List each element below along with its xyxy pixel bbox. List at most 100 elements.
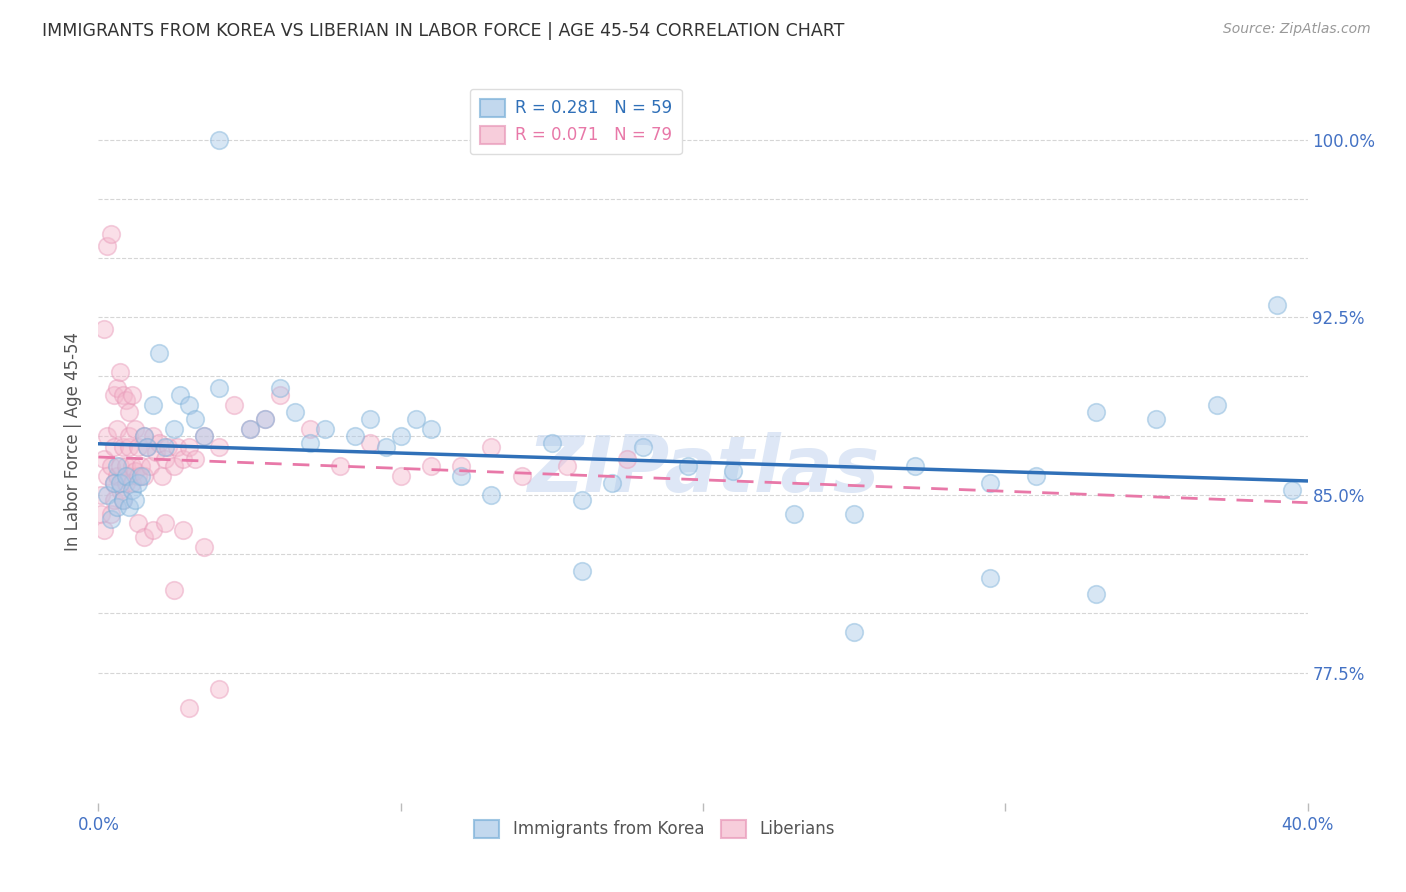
Immigrants from Korea	[571, 492, 593, 507]
Liberians	[135, 441, 157, 455]
Immigrants from Korea	[602, 475, 624, 490]
Legend: Immigrants from Korea, Liberians: Immigrants from Korea, Liberians	[468, 813, 841, 845]
Immigrants from Korea	[405, 412, 427, 426]
Liberians	[118, 469, 141, 483]
Liberians	[163, 459, 186, 474]
Immigrants from Korea	[103, 475, 125, 490]
Immigrants from Korea	[111, 492, 134, 507]
Liberians	[111, 388, 134, 402]
Immigrants from Korea	[184, 412, 207, 426]
Liberians	[100, 227, 122, 242]
Liberians	[93, 524, 115, 538]
Liberians	[299, 421, 322, 435]
Liberians	[103, 388, 125, 402]
Immigrants from Korea	[314, 421, 336, 435]
Liberians	[103, 441, 125, 455]
Liberians	[111, 492, 134, 507]
Liberians	[208, 682, 231, 697]
Liberians	[108, 365, 131, 379]
Liberians	[127, 441, 149, 455]
Immigrants from Korea	[481, 488, 503, 502]
Immigrants from Korea	[208, 381, 231, 395]
Liberians	[111, 441, 134, 455]
Immigrants from Korea	[979, 571, 1001, 585]
Immigrants from Korea	[105, 500, 128, 514]
Liberians	[108, 459, 131, 474]
Liberians	[193, 428, 215, 442]
Immigrants from Korea	[844, 507, 866, 521]
Liberians	[121, 475, 143, 490]
Immigrants from Korea	[100, 511, 122, 525]
Liberians	[166, 441, 188, 455]
Liberians	[100, 459, 122, 474]
Liberians	[179, 441, 201, 455]
Liberians	[253, 412, 276, 426]
Liberians	[193, 540, 215, 554]
Immigrants from Korea	[783, 507, 806, 521]
Immigrants from Korea	[389, 428, 412, 442]
Immigrants from Korea	[1144, 412, 1167, 426]
Liberians	[172, 452, 194, 467]
Liberians	[121, 459, 143, 474]
Immigrants from Korea	[96, 488, 118, 502]
Liberians	[184, 452, 207, 467]
Liberians	[153, 452, 176, 467]
Liberians	[129, 459, 152, 474]
Immigrants from Korea	[360, 412, 382, 426]
Liberians	[100, 507, 122, 521]
Immigrants from Korea	[299, 435, 322, 450]
Liberians	[103, 475, 125, 490]
Immigrants from Korea	[124, 492, 146, 507]
Liberians	[142, 428, 165, 442]
Liberians	[105, 421, 128, 435]
Liberians	[118, 428, 141, 442]
Immigrants from Korea	[253, 412, 276, 426]
Liberians	[360, 435, 382, 450]
Liberians	[163, 582, 186, 597]
Immigrants from Korea	[1281, 483, 1303, 497]
Liberians	[114, 459, 136, 474]
Liberians	[96, 428, 118, 442]
Immigrants from Korea	[142, 398, 165, 412]
Liberians	[150, 469, 173, 483]
Liberians	[329, 459, 352, 474]
Liberians	[105, 381, 128, 395]
Liberians	[124, 421, 146, 435]
Liberians	[139, 459, 162, 474]
Liberians	[132, 469, 155, 483]
Liberians	[616, 452, 638, 467]
Liberians	[142, 524, 165, 538]
Liberians	[96, 469, 118, 483]
Liberians	[145, 445, 167, 459]
Text: ZIPatlas: ZIPatlas	[527, 433, 879, 508]
Immigrants from Korea	[571, 564, 593, 578]
Immigrants from Korea	[208, 132, 231, 146]
Immigrants from Korea	[1206, 398, 1229, 412]
Immigrants from Korea	[979, 475, 1001, 490]
Liberians	[179, 701, 201, 715]
Immigrants from Korea	[132, 428, 155, 442]
Immigrants from Korea	[269, 381, 291, 395]
Liberians	[118, 441, 141, 455]
Immigrants from Korea	[374, 441, 396, 455]
Liberians	[114, 475, 136, 490]
Liberians	[389, 469, 412, 483]
Liberians	[239, 421, 262, 435]
Liberians	[90, 488, 112, 502]
Immigrants from Korea	[631, 441, 654, 455]
Liberians	[108, 483, 131, 497]
Text: Source: ZipAtlas.com: Source: ZipAtlas.com	[1223, 22, 1371, 37]
Text: IMMIGRANTS FROM KOREA VS LIBERIAN IN LABOR FORCE | AGE 45-54 CORRELATION CHART: IMMIGRANTS FROM KOREA VS LIBERIAN IN LAB…	[42, 22, 845, 40]
Liberians	[450, 459, 472, 474]
Immigrants from Korea	[284, 405, 307, 419]
Liberians	[224, 398, 246, 412]
Liberians	[124, 464, 146, 478]
Immigrants from Korea	[420, 421, 443, 435]
Liberians	[132, 531, 155, 545]
Liberians	[510, 469, 533, 483]
Liberians	[208, 441, 231, 455]
Immigrants from Korea	[121, 483, 143, 497]
Immigrants from Korea	[169, 388, 191, 402]
Liberians	[156, 441, 179, 455]
Liberians	[93, 322, 115, 336]
